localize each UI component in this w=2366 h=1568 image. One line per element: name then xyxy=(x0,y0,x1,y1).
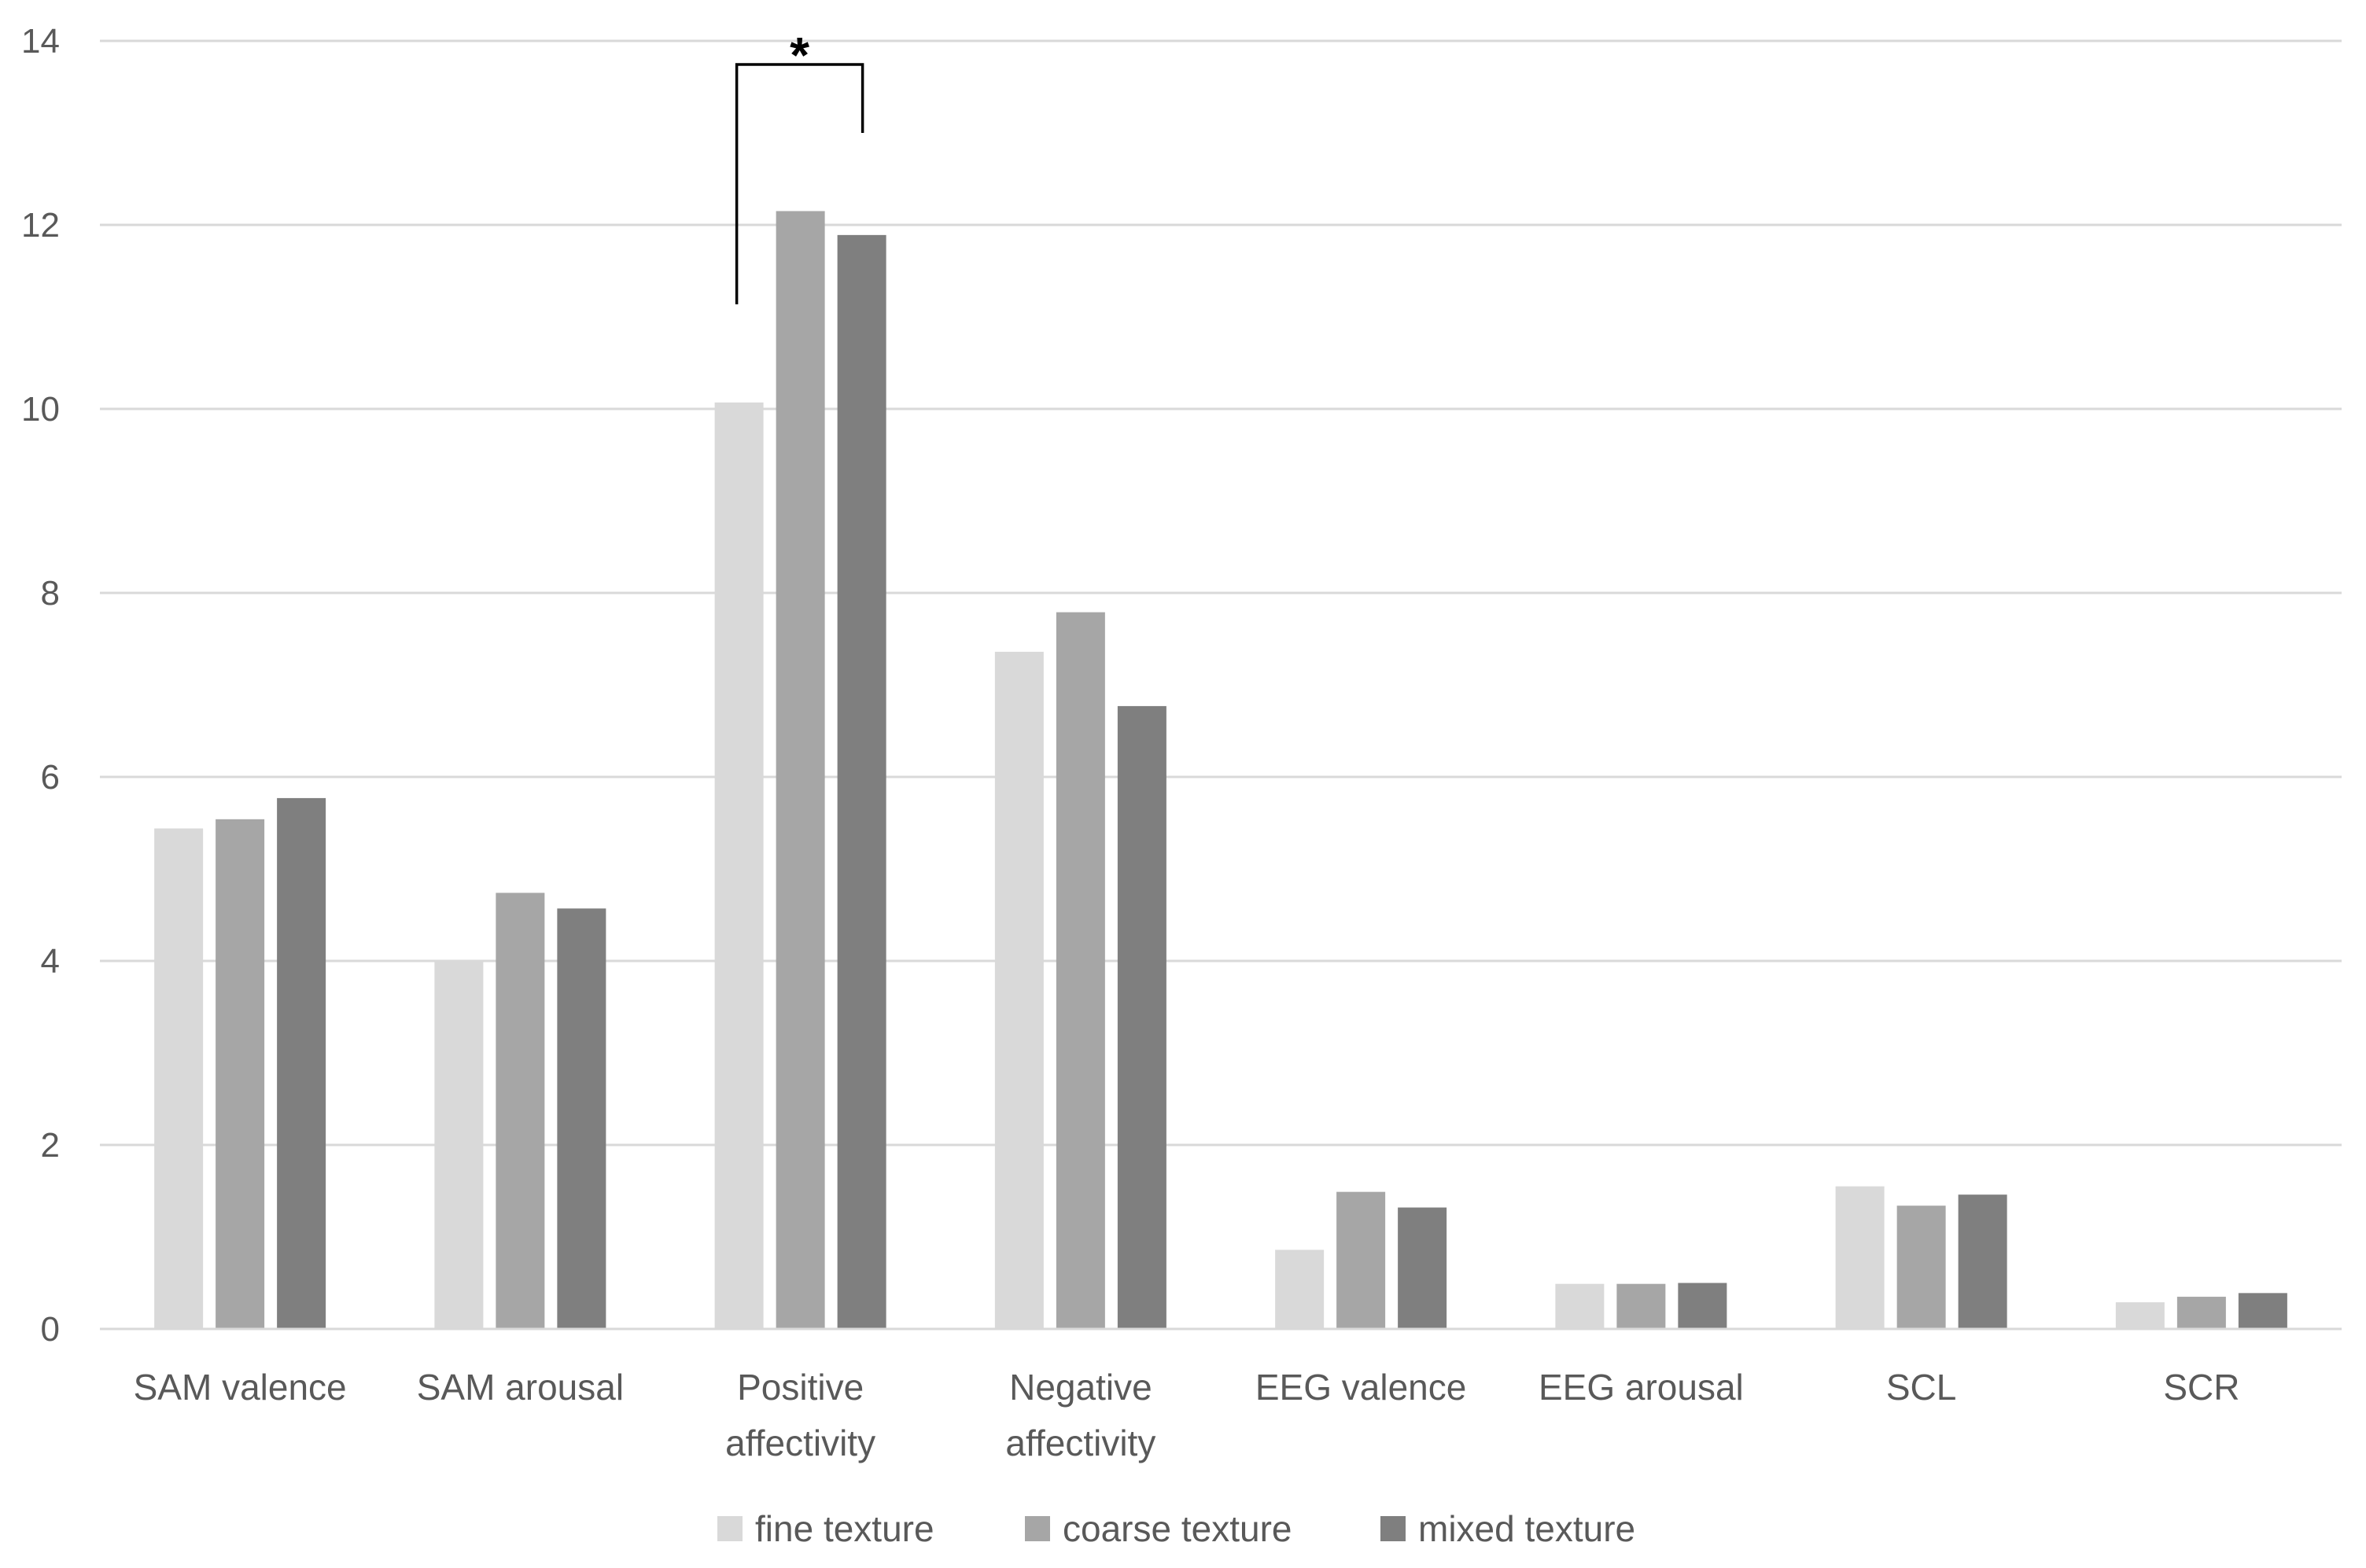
bar-coarse-texture xyxy=(2176,1297,2226,1329)
bar-fine-texture xyxy=(2115,1302,2165,1329)
bar-coarse-texture xyxy=(496,893,545,1329)
bar-fine-texture xyxy=(1555,1283,1605,1329)
y-tick-label: 0 xyxy=(41,1310,60,1349)
x-tick-label: affectivity xyxy=(1005,1423,1155,1463)
y-tick-label: 2 xyxy=(41,1126,60,1165)
bar-fine-texture xyxy=(434,961,484,1329)
x-tick-label: SCR xyxy=(2163,1367,2239,1408)
significance-bracket xyxy=(735,63,864,304)
legend-label: mixed texture xyxy=(1418,1508,1635,1549)
x-tick-label: Positive xyxy=(737,1367,864,1408)
legend-swatch xyxy=(717,1516,743,1541)
significance-asterisk: * xyxy=(790,27,809,83)
bar-mixed-texture xyxy=(557,908,606,1329)
y-tick-label: 14 xyxy=(21,22,60,61)
y-tick-label: 10 xyxy=(21,390,60,429)
y-tick-label: 4 xyxy=(41,942,60,981)
bar-fine-texture xyxy=(1835,1186,1885,1329)
bar-coarse-texture xyxy=(1616,1283,1666,1329)
bar-mixed-texture xyxy=(1678,1283,1727,1329)
bar-fine-texture xyxy=(154,828,204,1329)
x-tick-label: EEG valence xyxy=(1255,1367,1466,1408)
bar-fine-texture xyxy=(1275,1250,1325,1329)
bar-fine-texture xyxy=(994,651,1044,1329)
x-tick-label: SAM valence xyxy=(134,1367,347,1408)
bar-mixed-texture xyxy=(1958,1194,2007,1329)
bar-mixed-texture xyxy=(837,234,886,1329)
bar-coarse-texture xyxy=(1336,1191,1386,1329)
bar-mixed-texture xyxy=(1398,1207,1447,1329)
bar-coarse-texture xyxy=(1056,612,1105,1329)
bar-mixed-texture xyxy=(277,797,326,1329)
x-tick-label: affectivity xyxy=(725,1423,875,1463)
x-tick-label: SAM arousal xyxy=(417,1367,624,1408)
legend-label: fine texture xyxy=(755,1508,934,1549)
bar-mixed-texture xyxy=(1117,705,1166,1329)
bar-mixed-texture xyxy=(2238,1293,2287,1329)
legend-label: coarse texture xyxy=(1063,1508,1292,1549)
bar-fine-texture xyxy=(714,402,764,1329)
bar-coarse-texture xyxy=(216,819,265,1329)
bar-coarse-texture xyxy=(1896,1205,1946,1329)
y-tick-label: 12 xyxy=(21,206,60,245)
y-tick-label: 8 xyxy=(41,574,60,613)
x-tick-label: SCL xyxy=(1886,1367,1956,1408)
legend-swatch xyxy=(1380,1516,1406,1541)
x-tick-label: EEG arousal xyxy=(1539,1367,1744,1408)
x-tick-label: Negative xyxy=(1009,1367,1152,1408)
y-tick-label: 6 xyxy=(41,758,60,797)
legend-swatch xyxy=(1025,1516,1050,1541)
bar-coarse-texture xyxy=(776,211,825,1330)
